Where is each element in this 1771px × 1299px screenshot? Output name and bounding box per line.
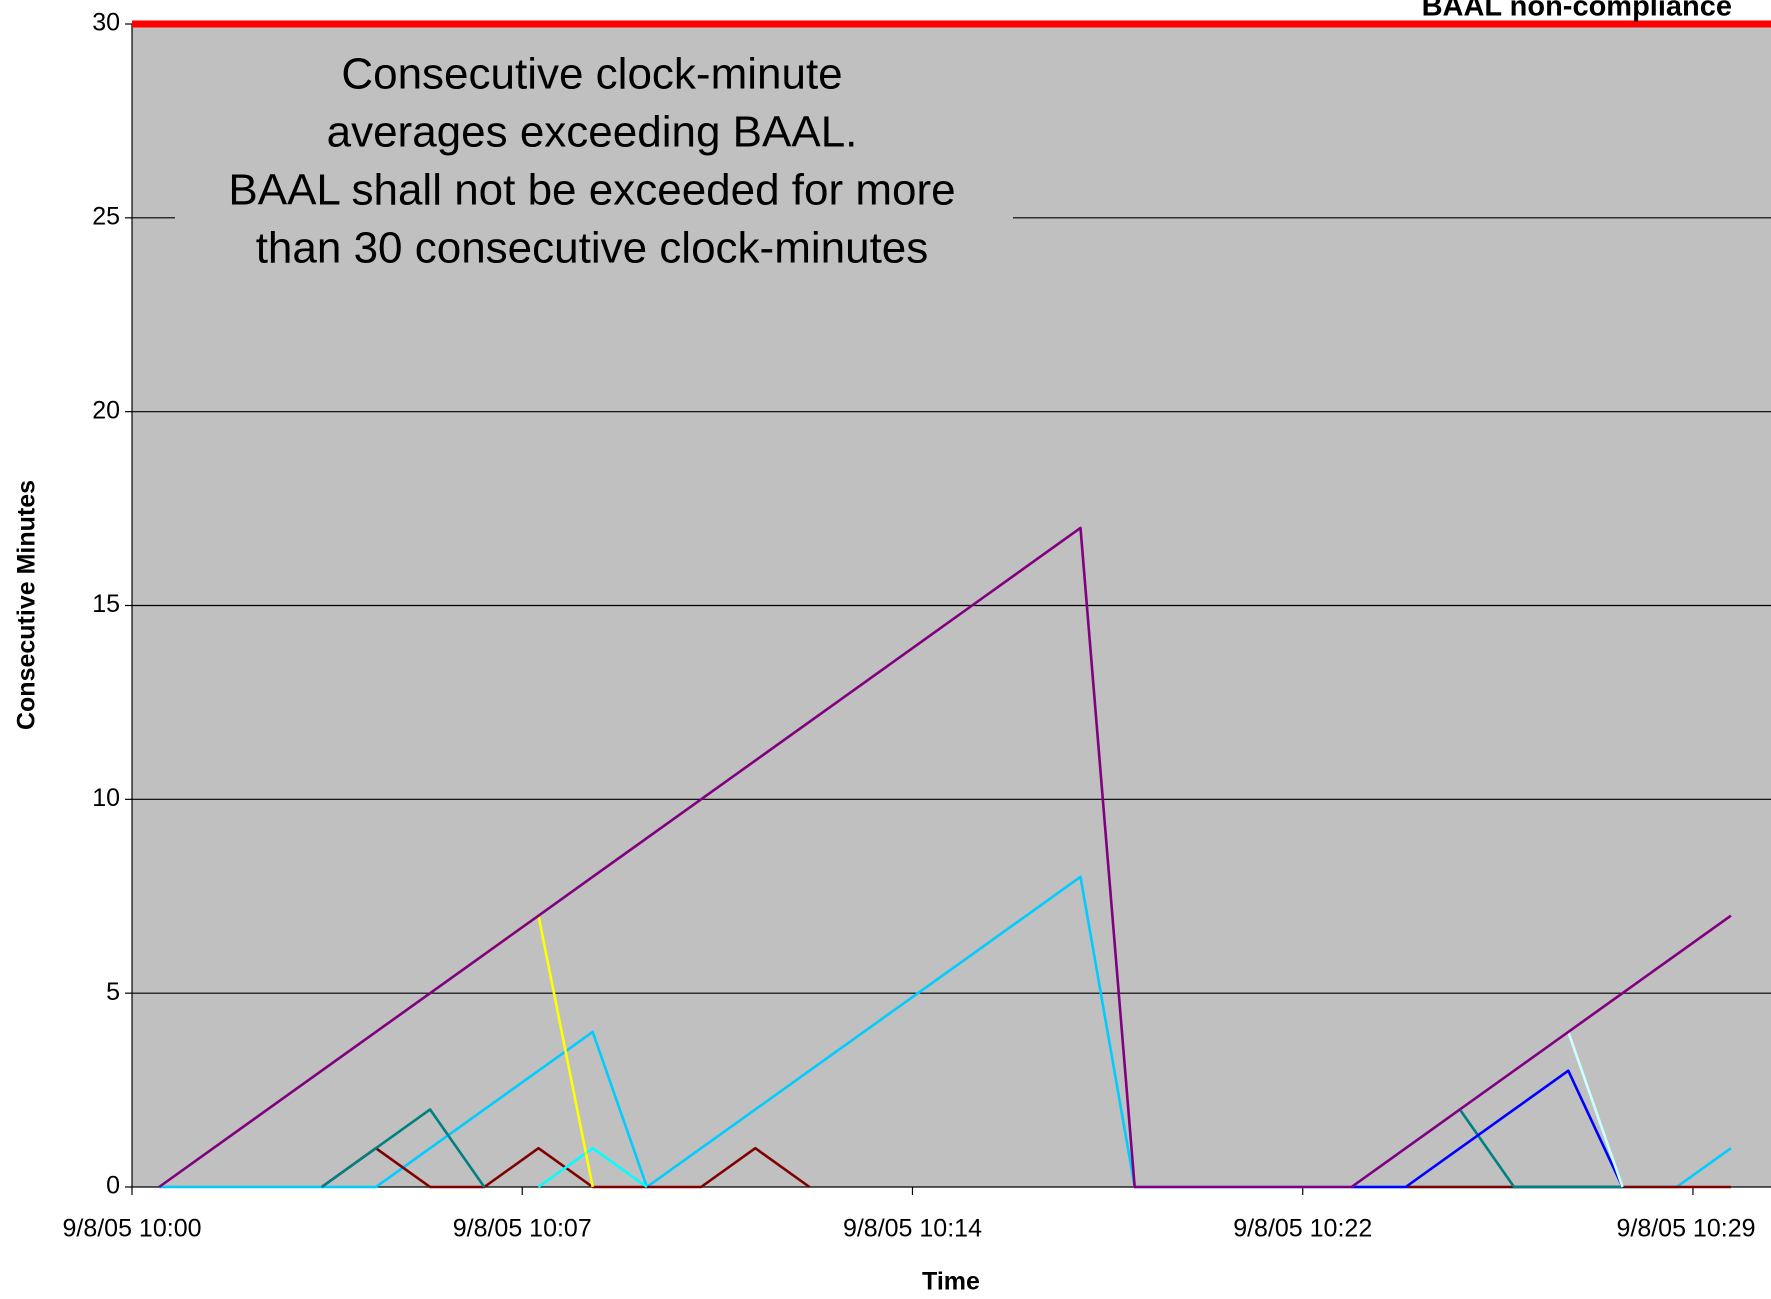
data-line (158, 526, 1732, 1189)
annotation-line: BAAL shall not be exceeded for more (228, 166, 955, 215)
annotation-line: than 30 consecutive clock-minutes (256, 224, 929, 273)
x-tick-label: 9/8/05 10:00 (62, 1215, 201, 1243)
y-tick-label: 20 (92, 396, 120, 424)
x-tick-label: 9/8/05 10:22 (1233, 1215, 1372, 1243)
x-tick-label: 9/8/05 10:14 (843, 1215, 982, 1243)
x-tick-label: 9/8/05 10:07 (453, 1215, 592, 1243)
x-axis-title: Time (922, 1268, 980, 1296)
y-tick-label: 25 (92, 202, 120, 230)
threshold-label: BAAL non-compliance (1422, 0, 1732, 23)
data-line (320, 1108, 486, 1189)
annotation-line: Consecutive clock-minute (341, 50, 842, 99)
y-tick-label: 5 (106, 978, 120, 1006)
data-line (537, 1146, 648, 1189)
y-tick-label: 0 (106, 1172, 120, 1200)
x-tick-label: 9/8/05 10:29 (1616, 1215, 1755, 1243)
annotation-line: averages exceeding BAAL. (327, 108, 858, 157)
y-tick-label: 10 (92, 784, 120, 812)
y-tick-label: 15 (92, 590, 120, 618)
data-line (1351, 1069, 1624, 1189)
annotation-box (175, 52, 1013, 278)
y-axis-title: Consecutive Minutes (13, 480, 41, 730)
y-tick-label: 30 (92, 9, 120, 37)
